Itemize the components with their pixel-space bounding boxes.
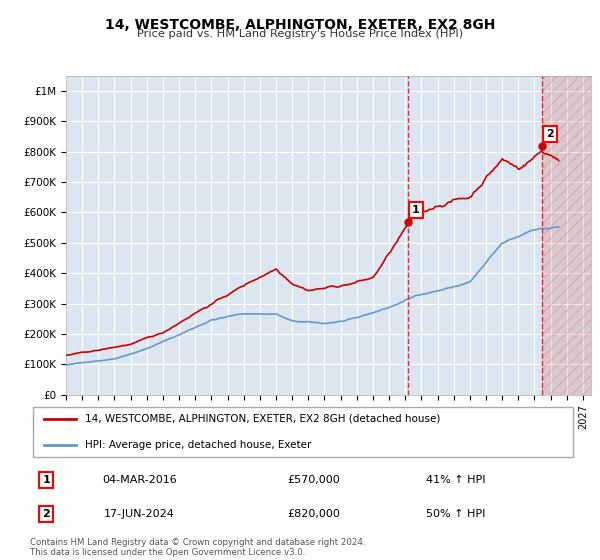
Text: Contains HM Land Registry data © Crown copyright and database right 2024.
This d: Contains HM Land Registry data © Crown c…: [30, 538, 365, 557]
Text: 2: 2: [546, 129, 554, 139]
Text: 17-JUN-2024: 17-JUN-2024: [104, 508, 175, 519]
Text: 50% ↑ HPI: 50% ↑ HPI: [426, 508, 485, 519]
Bar: [542, 76, 591, 395]
Text: 1: 1: [412, 205, 420, 215]
Text: 1: 1: [43, 475, 50, 486]
Text: 14, WESTCOMBE, ALPHINGTON, EXETER, EX2 8GH: 14, WESTCOMBE, ALPHINGTON, EXETER, EX2 8…: [105, 18, 495, 32]
Text: 41% ↑ HPI: 41% ↑ HPI: [426, 475, 485, 486]
Text: 14, WESTCOMBE, ALPHINGTON, EXETER, EX2 8GH (detached house): 14, WESTCOMBE, ALPHINGTON, EXETER, EX2 8…: [85, 414, 440, 423]
Text: 2: 2: [43, 508, 50, 519]
Text: Price paid vs. HM Land Registry's House Price Index (HPI): Price paid vs. HM Land Registry's House …: [137, 29, 463, 39]
Text: 04-MAR-2016: 04-MAR-2016: [102, 475, 176, 486]
FancyBboxPatch shape: [33, 407, 573, 457]
Text: £570,000: £570,000: [287, 475, 340, 486]
Text: HPI: Average price, detached house, Exeter: HPI: Average price, detached house, Exet…: [85, 440, 311, 450]
Text: £820,000: £820,000: [287, 508, 340, 519]
